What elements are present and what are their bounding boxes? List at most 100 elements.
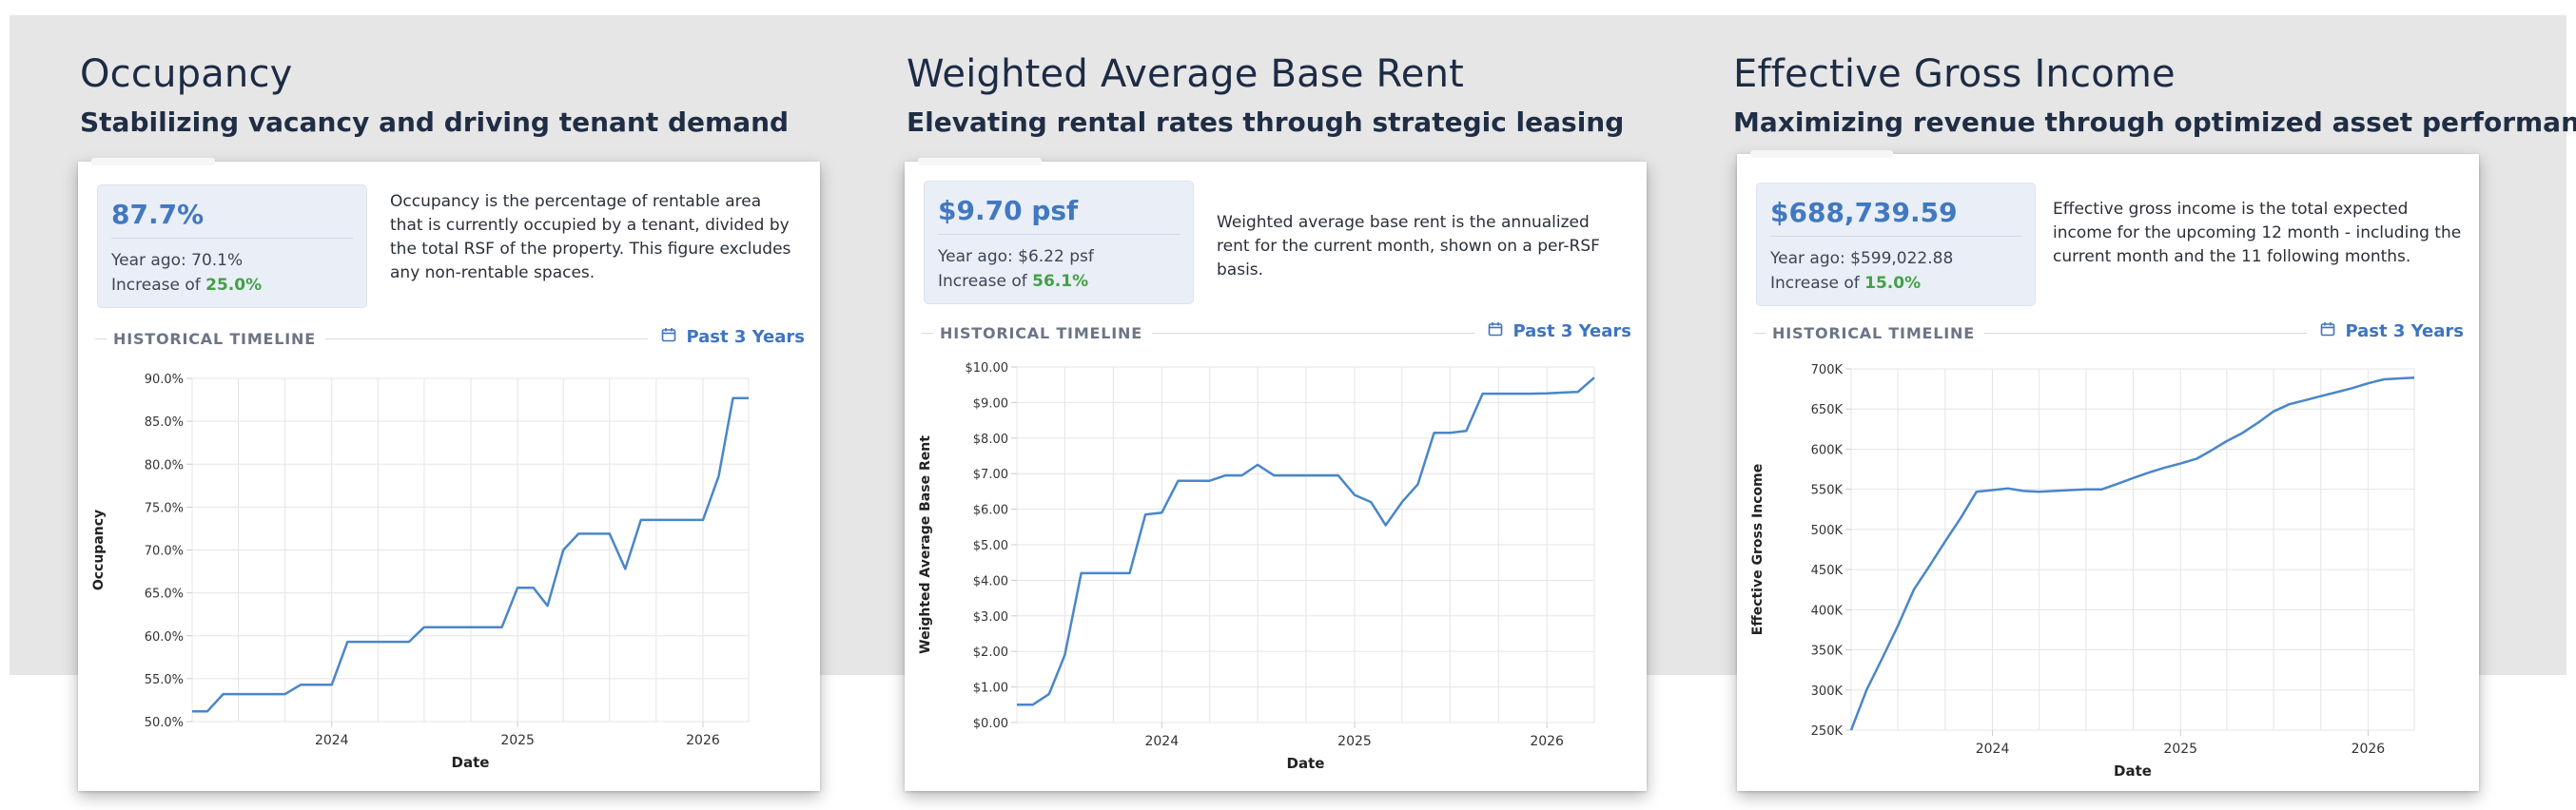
series-line <box>1017 376 1595 706</box>
x-axis-title: Date <box>1287 755 1325 772</box>
increase-prefix: Increase of <box>1770 274 1865 293</box>
x-tick-label: 2026 <box>1530 734 1564 749</box>
panel-subtitle: Stabilizing vacancy and driving tenant d… <box>80 106 790 138</box>
y-tick-label: 600K <box>1811 443 1844 457</box>
chart-grid <box>191 377 750 723</box>
timeline-header: HISTORICAL TIMELINE Past 3 Years <box>1754 321 2464 344</box>
occupancy-chart: 50.0% 55.0% 60.0% 65.0% 70.0% 75.0% 80.0% 85.0%… <box>91 373 750 771</box>
metric-value: 87.7% <box>111 199 205 230</box>
timeline-range-label: Past 3 Years <box>2345 321 2464 341</box>
panel-subtitle: Maximizing revenue through optimized ass… <box>1733 106 2576 138</box>
timeline-rule-right <box>1984 333 2307 334</box>
egi-panel: Effective Gross Income Maximizing revenu… <box>1731 0 2576 810</box>
timeline-rule-right <box>1152 333 1474 334</box>
metric-increase: Increase of 56.1% <box>938 269 1180 294</box>
y-tick-label: 400K <box>1811 604 1844 618</box>
chart-grid <box>1850 368 2415 731</box>
metric-year-ago: Year ago: $6.22 psf <box>938 247 1094 266</box>
x-tick-label: 2025 <box>500 733 535 748</box>
metric-description: Weighted average base rent is the annual… <box>1217 213 1600 280</box>
y-tick-label: $10.00 <box>966 361 1009 376</box>
occupancy-card: 87.7% Year ago: 70.1% Increase of 25.0% … <box>78 158 820 791</box>
y-tick-label: 75.0% <box>145 501 184 515</box>
calendar-icon <box>661 327 676 347</box>
egi-card: $688,739.59 Year ago: $599,022.88 Increa… <box>1737 150 2479 791</box>
y-tick-label: 300K <box>1811 685 1844 699</box>
timeline-label: HISTORICAL TIMELINE <box>940 324 1142 342</box>
x-tick-label: 2026 <box>2352 742 2386 757</box>
y-tick-label: $6.00 <box>973 504 1008 518</box>
x-tick-label: 2025 <box>1337 734 1372 749</box>
y-tick-label: 60.0% <box>145 630 184 645</box>
metric-box: $9.70 psf Year ago: $6.22 psf Increase o… <box>924 181 1194 304</box>
y-tick-label: 65.0% <box>145 588 184 602</box>
panel-title: Effective Gross Income <box>1733 52 2176 96</box>
increase-prefix: Increase of <box>938 272 1033 291</box>
x-tick-label: 2025 <box>2163 742 2197 757</box>
y-tick-label: 90.0% <box>145 373 184 387</box>
metric-divider <box>111 238 353 239</box>
y-tick-label: $9.00 <box>973 396 1008 411</box>
y-tick-label: 550K <box>1811 484 1844 498</box>
metric-year-ago: Year ago: $599,022.88 <box>1770 249 1954 268</box>
x-axis-title: Date <box>452 754 490 771</box>
y-axis-title: Occupancy <box>91 510 107 590</box>
metric-divider <box>1770 236 2021 237</box>
series-line <box>1849 376 2415 731</box>
y-tick-label: $4.00 <box>973 574 1008 588</box>
metric-increase: Increase of 15.0% <box>1770 271 2021 296</box>
card-tab <box>91 158 215 165</box>
metric-value: $9.70 psf <box>938 195 1079 226</box>
y-tick-label: $5.00 <box>973 539 1008 553</box>
calendar-icon <box>1488 321 1503 341</box>
timeline-header: HISTORICAL TIMELINE Past 3 Years <box>95 327 805 350</box>
timeline-range-label: Past 3 Years <box>1512 321 1631 341</box>
y-tick-label: 450K <box>1811 564 1844 578</box>
timeline-range-button[interactable]: Past 3 Years <box>1488 321 1631 341</box>
y-tick-label: $7.00 <box>973 468 1008 482</box>
timeline-rule-left <box>1754 333 1766 334</box>
y-tick-label: $0.00 <box>973 717 1008 731</box>
timeline-range-button[interactable]: Past 3 Years <box>661 327 805 347</box>
x-tick-label: 2026 <box>686 733 720 748</box>
occupancy-panel: Occupancy Stabilizing vacancy and drivin… <box>78 0 896 810</box>
increase-prefix: Increase of <box>111 276 206 295</box>
y-tick-label: 250K <box>1811 724 1844 739</box>
y-tick-label: 80.0% <box>145 458 184 472</box>
card-tab <box>1750 150 1893 158</box>
base-rent-chart: $0.00 $1.00 $2.00 $3.00 $4.00 $5.00 $6.00 $7.00… <box>918 361 1595 772</box>
metric-description: Effective gross income is the total expe… <box>2053 200 2462 266</box>
y-tick-label: $8.00 <box>973 433 1008 447</box>
metric-description: Occupancy is the percentage of rentable … <box>390 192 791 282</box>
y-tick-label: 50.0% <box>145 716 184 730</box>
timeline-range-label: Past 3 Years <box>686 327 805 347</box>
timeline-header: HISTORICAL TIMELINE Past 3 Years <box>922 321 1631 344</box>
metric-divider <box>938 234 1180 235</box>
y-tick-label: 85.0% <box>145 415 184 430</box>
y-axis-title: Effective Gross Income <box>1750 464 1766 635</box>
metric-box: $688,739.59 Year ago: $599,022.88 Increa… <box>1756 183 2036 306</box>
egi-chart: 250K 300K 350K 400K 450K 500K 550K 600K 650K 700K… <box>1750 363 2415 780</box>
y-axis-title: Weighted Average Base Rent <box>918 435 933 654</box>
x-axis-title: Date <box>2114 762 2152 780</box>
increase-percent: 25.0% <box>205 276 263 295</box>
y-tick-label: 55.0% <box>145 673 184 687</box>
y-tick-label: $2.00 <box>973 646 1008 660</box>
y-tick-label: 500K <box>1811 524 1844 538</box>
base-rent-panel: Weighted Average Base Rent Elevating ren… <box>905 0 1723 810</box>
timeline-label: HISTORICAL TIMELINE <box>1772 324 1975 342</box>
y-tick-label: 70.0% <box>145 545 184 559</box>
card-tab <box>918 158 1042 165</box>
calendar-icon <box>2320 321 2335 341</box>
metric-increase: Increase of 25.0% <box>111 273 353 298</box>
metric-year-ago: Year ago: 70.1% <box>111 251 244 270</box>
x-tick-label: 2024 <box>1976 742 2010 757</box>
timeline-range-button[interactable]: Past 3 Years <box>2320 321 2464 341</box>
metric-box: 87.7% Year ago: 70.1% Increase of 25.0% <box>97 184 367 308</box>
timeline-label: HISTORICAL TIMELINE <box>113 330 316 348</box>
base-rent-card: $9.70 psf Year ago: $6.22 psf Increase o… <box>905 158 1647 791</box>
panel-subtitle: Elevating rental rates through strategic… <box>907 106 1625 138</box>
timeline-rule-left <box>922 333 933 334</box>
y-tick-label: $1.00 <box>973 682 1008 696</box>
increase-percent: 56.1% <box>1032 272 1089 291</box>
